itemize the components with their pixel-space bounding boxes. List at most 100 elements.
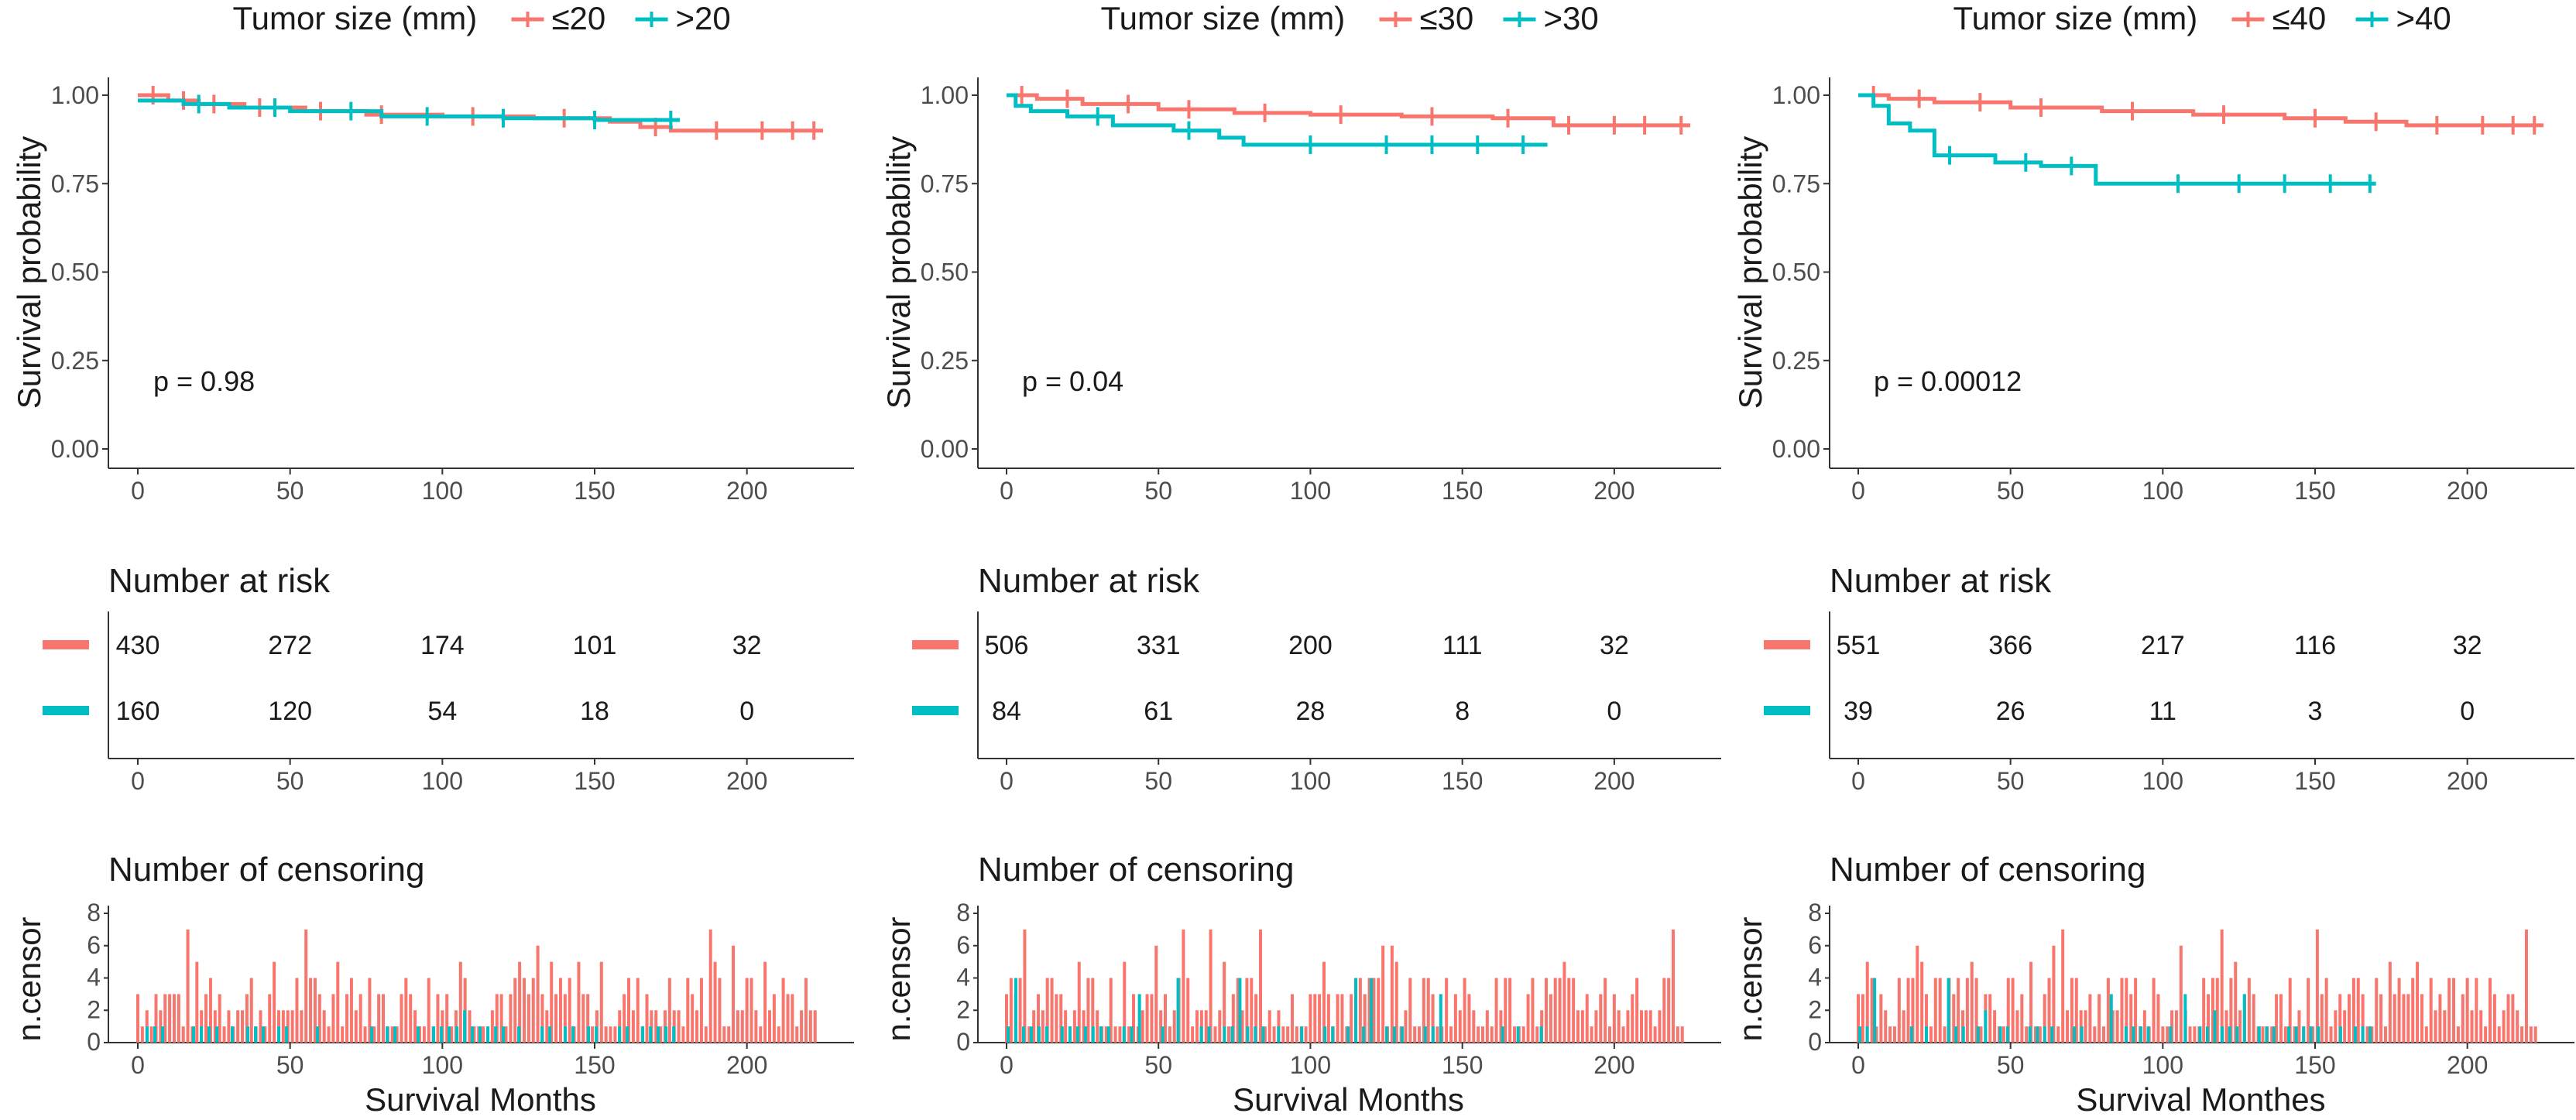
censor-y-tick-label: 2: [87, 995, 101, 1023]
x-tick-label: 200: [1593, 477, 1634, 505]
legend-label-1: ≤40: [2272, 0, 2327, 36]
risk-value: 200: [1288, 631, 1333, 660]
km-curve-2: [1858, 93, 2376, 186]
risk-x-tick-label: 150: [574, 767, 615, 795]
y-tick-label: 0.25: [1772, 347, 1820, 375]
x-tick-label: 200: [2447, 477, 2488, 505]
km-panel-1: Tumor size (mm) ≤20 >20 0.00 0.25 0.50 0.75 1.0…: [11, 0, 854, 1118]
risk-value: 28: [1296, 697, 1326, 726]
risk-value: 174: [420, 631, 465, 660]
risk-table: Number at risk 430 272 174 101 32 160 120 54 18 0 0…: [43, 562, 854, 795]
risk-value: 120: [268, 697, 312, 726]
legend: Tumor size (mm) ≤40 >40: [1953, 0, 2451, 36]
km-panel-2: Tumor size (mm) ≤30 >30 0.00 0.25 0.50 0.75 1.0…: [880, 0, 1721, 1118]
censor-y-axis-title: n.censor: [880, 916, 917, 1041]
p-value: p = 0.98: [153, 365, 255, 397]
censor-y-tick-label: 8: [1808, 899, 1822, 926]
censor-x-tick-label: 0: [1000, 1051, 1014, 1079]
legend-label-2: >20: [676, 0, 731, 36]
legend-label-1: ≤30: [1420, 0, 1474, 36]
legend: Tumor size (mm) ≤30 >30: [1101, 0, 1599, 36]
y-tick-label: 0.75: [1772, 170, 1820, 197]
risk-value: 116: [2294, 631, 2336, 660]
censor-y-tick-label: 6: [87, 931, 101, 959]
risk-table: Number at risk 506 331 200 111 32 84 61 28 8 0 0 50 1…: [912, 562, 1721, 795]
censor-y-tick-label: 2: [1808, 995, 1822, 1023]
x-tick-label: 0: [1851, 477, 1865, 505]
risk-x-tick-label: 0: [1851, 767, 1865, 795]
risk-value: 101: [573, 631, 617, 660]
risk-x-tick-label: 0: [1000, 767, 1014, 795]
risk-value: 366: [1988, 631, 2032, 660]
y-tick-label: 0.50: [1772, 259, 1820, 286]
risk-title: Number at risk: [1830, 562, 2052, 600]
censor-x-tick-label: 150: [1442, 1051, 1483, 1079]
risk-value: 84: [992, 697, 1021, 726]
y-axis-title: Survival probability: [880, 136, 917, 409]
x-tick-label: 0: [131, 477, 145, 505]
risk-title: Number at risk: [108, 562, 331, 600]
x-tick-label: 100: [1290, 477, 1331, 505]
risk-value: 32: [1600, 631, 1629, 660]
legend-title: Tumor size (mm): [233, 0, 478, 36]
censor-x-tick-label: 200: [2447, 1051, 2488, 1079]
y-tick-label: 1.00: [921, 81, 969, 109]
km-curve-1: [1007, 93, 1690, 128]
y-tick-label: 0.75: [921, 170, 969, 197]
censor-y-tick-label: 6: [956, 931, 970, 959]
risk-x-tick-label: 50: [1997, 767, 2025, 795]
risk-value: 331: [1137, 631, 1181, 660]
x-tick-label: 200: [726, 477, 767, 505]
risk-value: 18: [580, 697, 609, 726]
censor-y-tick-label: 8: [956, 899, 970, 926]
censor-x-tick-label: 50: [276, 1051, 304, 1079]
risk-value: 8: [1455, 697, 1470, 726]
censor-x-tick-label: 200: [1593, 1051, 1634, 1079]
censor-x-tick-label: 150: [574, 1051, 615, 1079]
p-value: p = 0.00012: [1874, 365, 2022, 397]
risk-value: 551: [1837, 631, 1881, 660]
y-tick-label: 0.00: [51, 435, 99, 463]
risk-x-tick-label: 200: [2447, 767, 2488, 795]
censor-x-tick-label: 0: [131, 1051, 145, 1079]
censor-plot: Number of censoring 0 2 4 6 8 n.censor 0 50 100 15…: [880, 851, 1721, 1118]
censor-x-tick-label: 100: [422, 1051, 463, 1079]
risk-value: 217: [2141, 631, 2185, 660]
legend-title: Tumor size (mm): [1953, 0, 2198, 36]
x-tick-label: 50: [1997, 477, 2025, 505]
risk-value: 0: [739, 697, 754, 726]
y-tick-label: 0.00: [1772, 435, 1820, 463]
x-tick-label: 150: [2294, 477, 2335, 505]
censor-y-tick-label: 6: [1808, 931, 1822, 959]
risk-title: Number at risk: [978, 562, 1200, 600]
x-tick-label: 0: [1000, 477, 1014, 505]
risk-x-tick-label: 200: [726, 767, 767, 795]
x-tick-label: 100: [2142, 477, 2183, 505]
risk-x-tick-label: 200: [1593, 767, 1634, 795]
y-tick-label: 0.25: [921, 347, 969, 375]
y-axis-title: Survival probability: [11, 136, 47, 409]
risk-value: 430: [116, 631, 160, 660]
censor-x-tick-label: 100: [1290, 1051, 1331, 1079]
km-curve-1: [1858, 93, 2543, 128]
risk-value: 54: [427, 697, 457, 726]
censor-y-tick-label: 2: [956, 995, 970, 1023]
risk-value: 3: [2308, 697, 2323, 726]
x-tick-label: 100: [422, 477, 463, 505]
censor-x-tick-label: 50: [1997, 1051, 2025, 1079]
risk-x-tick-label: 100: [2142, 767, 2183, 795]
x-axis-title: Survival Monthes: [2076, 1081, 2325, 1118]
censor-y-tick-label: 8: [87, 899, 101, 926]
censor-y-tick-label: 0: [87, 1028, 101, 1056]
censor-title: Number of censoring: [108, 851, 424, 889]
censor-title: Number of censoring: [1830, 851, 2146, 889]
risk-value: 39: [1844, 697, 1873, 726]
censor-x-tick-label: 50: [1144, 1051, 1172, 1079]
censor-y-tick-label: 4: [1808, 964, 1822, 992]
legend-title: Tumor size (mm): [1101, 0, 1346, 36]
y-axis-title: Survival probability: [1732, 136, 1768, 409]
censor-x-tick-label: 100: [2142, 1051, 2183, 1079]
legend-label-2: >30: [1544, 0, 1599, 36]
risk-value: 111: [1442, 631, 1483, 660]
y-tick-label: 1.00: [51, 81, 99, 109]
